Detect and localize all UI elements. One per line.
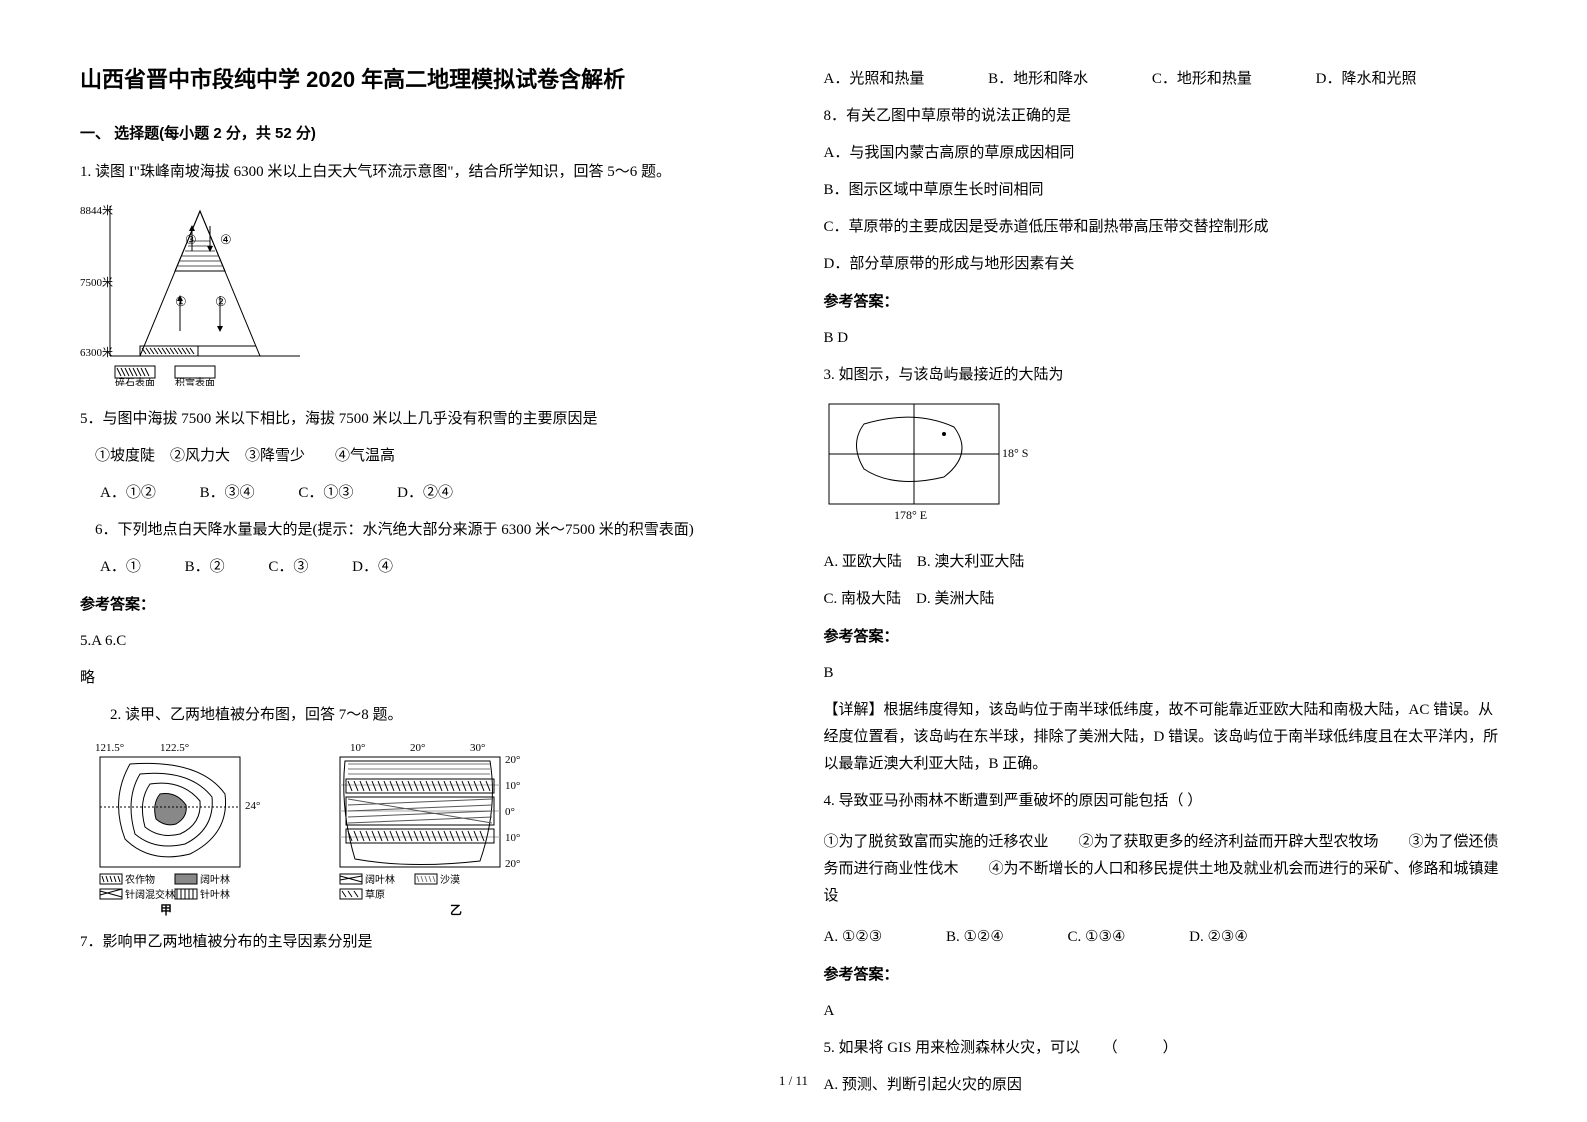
- q4-a: A. ①②③: [824, 929, 883, 945]
- q7-b: B．地形和降水: [988, 71, 1088, 87]
- svg-text:草原: 草原: [365, 889, 385, 901]
- q4-stem: 4. 导致亚马孙雨林不断遭到严重破坏的原因可能包括（ ）: [824, 788, 1508, 815]
- q5-stem: 5．与图中海拔 7500 米以下相比，海拔 7500 米以上几乎没有积雪的主要原…: [80, 406, 764, 433]
- svg-text:乙: 乙: [450, 903, 462, 917]
- svg-text:178° E: 178° E: [894, 508, 927, 522]
- svg-text:18° S: 18° S: [1002, 446, 1028, 460]
- q5-choices: A．①② B．③④ C．①③ D．②④: [100, 480, 764, 507]
- base-label: 6300米: [80, 346, 113, 359]
- q5b-stem: 5. 如果将 GIS 用来检测森林火灾，可以 （ ）: [824, 1035, 1508, 1062]
- q3-ab: A. 亚欧大陆 B. 澳大利亚大陆: [824, 549, 1508, 576]
- svg-text:碎石表面: 碎石表面: [115, 376, 155, 386]
- svg-text:阔叶林: 阔叶林: [200, 873, 230, 886]
- svg-text:积雪表面: 积雪表面: [175, 376, 215, 386]
- q8-stem: 8．有关乙图中草原带的说法正确的是: [824, 103, 1508, 130]
- svg-text:24°: 24°: [245, 800, 260, 812]
- svg-text:10°: 10°: [505, 832, 520, 844]
- q4-b: B. ①②④: [946, 929, 1004, 945]
- mid-label: 7500米: [80, 276, 113, 289]
- doc-title: 山西省晋中市段纯中学 2020 年高二地理模拟试卷含解析: [80, 60, 764, 100]
- svg-text:农作物: 农作物: [125, 873, 155, 886]
- svg-text:20°: 20°: [505, 858, 520, 870]
- svg-text:20°: 20°: [505, 754, 520, 766]
- a78: B D: [824, 325, 1508, 352]
- q4-choices: A. ①②③ B. ①②④ C. ①③④ D. ②③④: [824, 924, 1508, 951]
- answer-heading-3: 参考答案：: [824, 623, 1508, 650]
- svg-text:20°: 20°: [410, 742, 425, 754]
- veg-maps: 121.5° 122.5° 24° 农作物 阔叶林 针阔混交林: [80, 739, 764, 919]
- q6-c: C．③: [268, 559, 308, 575]
- island-map: 18° S 178° E: [824, 399, 1508, 539]
- a3: B: [824, 660, 1508, 687]
- q8-c: C．草原带的主要成因是受赤道低压带和副热带高压带交替控制形成: [824, 214, 1508, 241]
- q8-a: A．与我国内蒙古高原的草原成因相同: [824, 140, 1508, 167]
- q6-b: B．②: [185, 559, 225, 575]
- svg-text:①: ①: [175, 294, 187, 309]
- svg-text:121.5°: 121.5°: [95, 742, 124, 754]
- svg-text:沙漠: 沙漠: [440, 874, 460, 886]
- svg-text:30°: 30°: [470, 742, 485, 754]
- q6-stem: 6．下列地点白天降水量最大的是(提示：水汽绝大部分来源于 6300 米～7500…: [80, 517, 764, 544]
- q7-c: C．地形和热量: [1152, 71, 1252, 87]
- q7-stem: 7．影响甲乙两地植被分布的主导因素分别是: [80, 929, 764, 956]
- q7-d: D．降水和光照: [1316, 71, 1417, 87]
- q2-intro: 2. 读甲、乙两地植被分布图，回答 7～8 题。: [110, 702, 764, 729]
- q7-a: A．光照和热量: [824, 71, 925, 87]
- q4-d: D. ②③④: [1189, 929, 1248, 945]
- page-number: 1 / 11: [0, 1069, 1587, 1092]
- svg-text:②: ②: [215, 294, 227, 309]
- q6-d: D．④: [352, 559, 393, 575]
- svg-text:0°: 0°: [505, 806, 515, 818]
- svg-text:④: ④: [220, 232, 232, 247]
- svg-text:针阔混交林: 针阔混交林: [125, 888, 175, 901]
- q3-stem: 3. 如图示，与该岛屿最接近的大陆为: [824, 362, 1508, 389]
- q3-cd: C. 南极大陆 D. 美洲大陆: [824, 586, 1508, 613]
- svg-text:甲: 甲: [160, 903, 172, 917]
- svg-text:10°: 10°: [350, 742, 365, 754]
- a56-note: 略: [80, 665, 764, 692]
- q5-items: ①坡度陡 ②风力大 ③降雪少 ④气温高: [95, 443, 764, 470]
- q7-choices: A．光照和热量 B．地形和降水 C．地形和热量 D．降水和光照: [824, 66, 1508, 93]
- q6-choices: A．① B．② C．③ D．④: [100, 554, 764, 581]
- q5-c: C．①③: [298, 485, 353, 501]
- q5-d: D．②④: [397, 485, 453, 501]
- peak-label: 8844米: [80, 204, 113, 217]
- svg-text:122.5°: 122.5°: [160, 742, 189, 754]
- answer-heading-1: 参考答案：: [80, 591, 764, 618]
- q5-b: B．③④: [200, 485, 255, 501]
- q8-d: D．部分草原带的形成与地形因素有关: [824, 251, 1508, 278]
- a3-explain: 【详解】根据纬度得知，该岛屿位于南半球低纬度，故不可能靠近亚欧大陆和南极大陆，A…: [824, 697, 1508, 778]
- q4-body: ①为了脱贫致富而实施的迁移农业 ②为了获取更多的经济利益而开辟大型农牧场 ③为了…: [824, 829, 1508, 910]
- section-heading: 一、 选择题(每小题 2 分，共 52 分): [80, 120, 764, 147]
- q6-a: A．①: [100, 559, 141, 575]
- q5-a: A．①②: [100, 485, 156, 501]
- q8-b: B．图示区域中草原生长时间相同: [824, 177, 1508, 204]
- answer-heading-4: 参考答案：: [824, 961, 1508, 988]
- svg-text:阔叶林: 阔叶林: [365, 873, 395, 886]
- svg-text:针叶林: 针叶林: [200, 888, 230, 901]
- a4: A: [824, 998, 1508, 1025]
- answer-heading-2: 参考答案：: [824, 288, 1508, 315]
- svg-text:10°: 10°: [505, 780, 520, 792]
- a56: 5.A 6.C: [80, 628, 764, 655]
- q1-intro: 1. 读图 I"珠峰南坡海拔 6300 米以上白天大气环流示意图"，结合所学知识…: [80, 159, 764, 186]
- svg-text:③: ③: [185, 232, 197, 247]
- mountain-diagram: 8844米 7500米 6300米 ① ② ③ ④: [80, 196, 764, 396]
- q4-c: C. ①③④: [1068, 929, 1126, 945]
